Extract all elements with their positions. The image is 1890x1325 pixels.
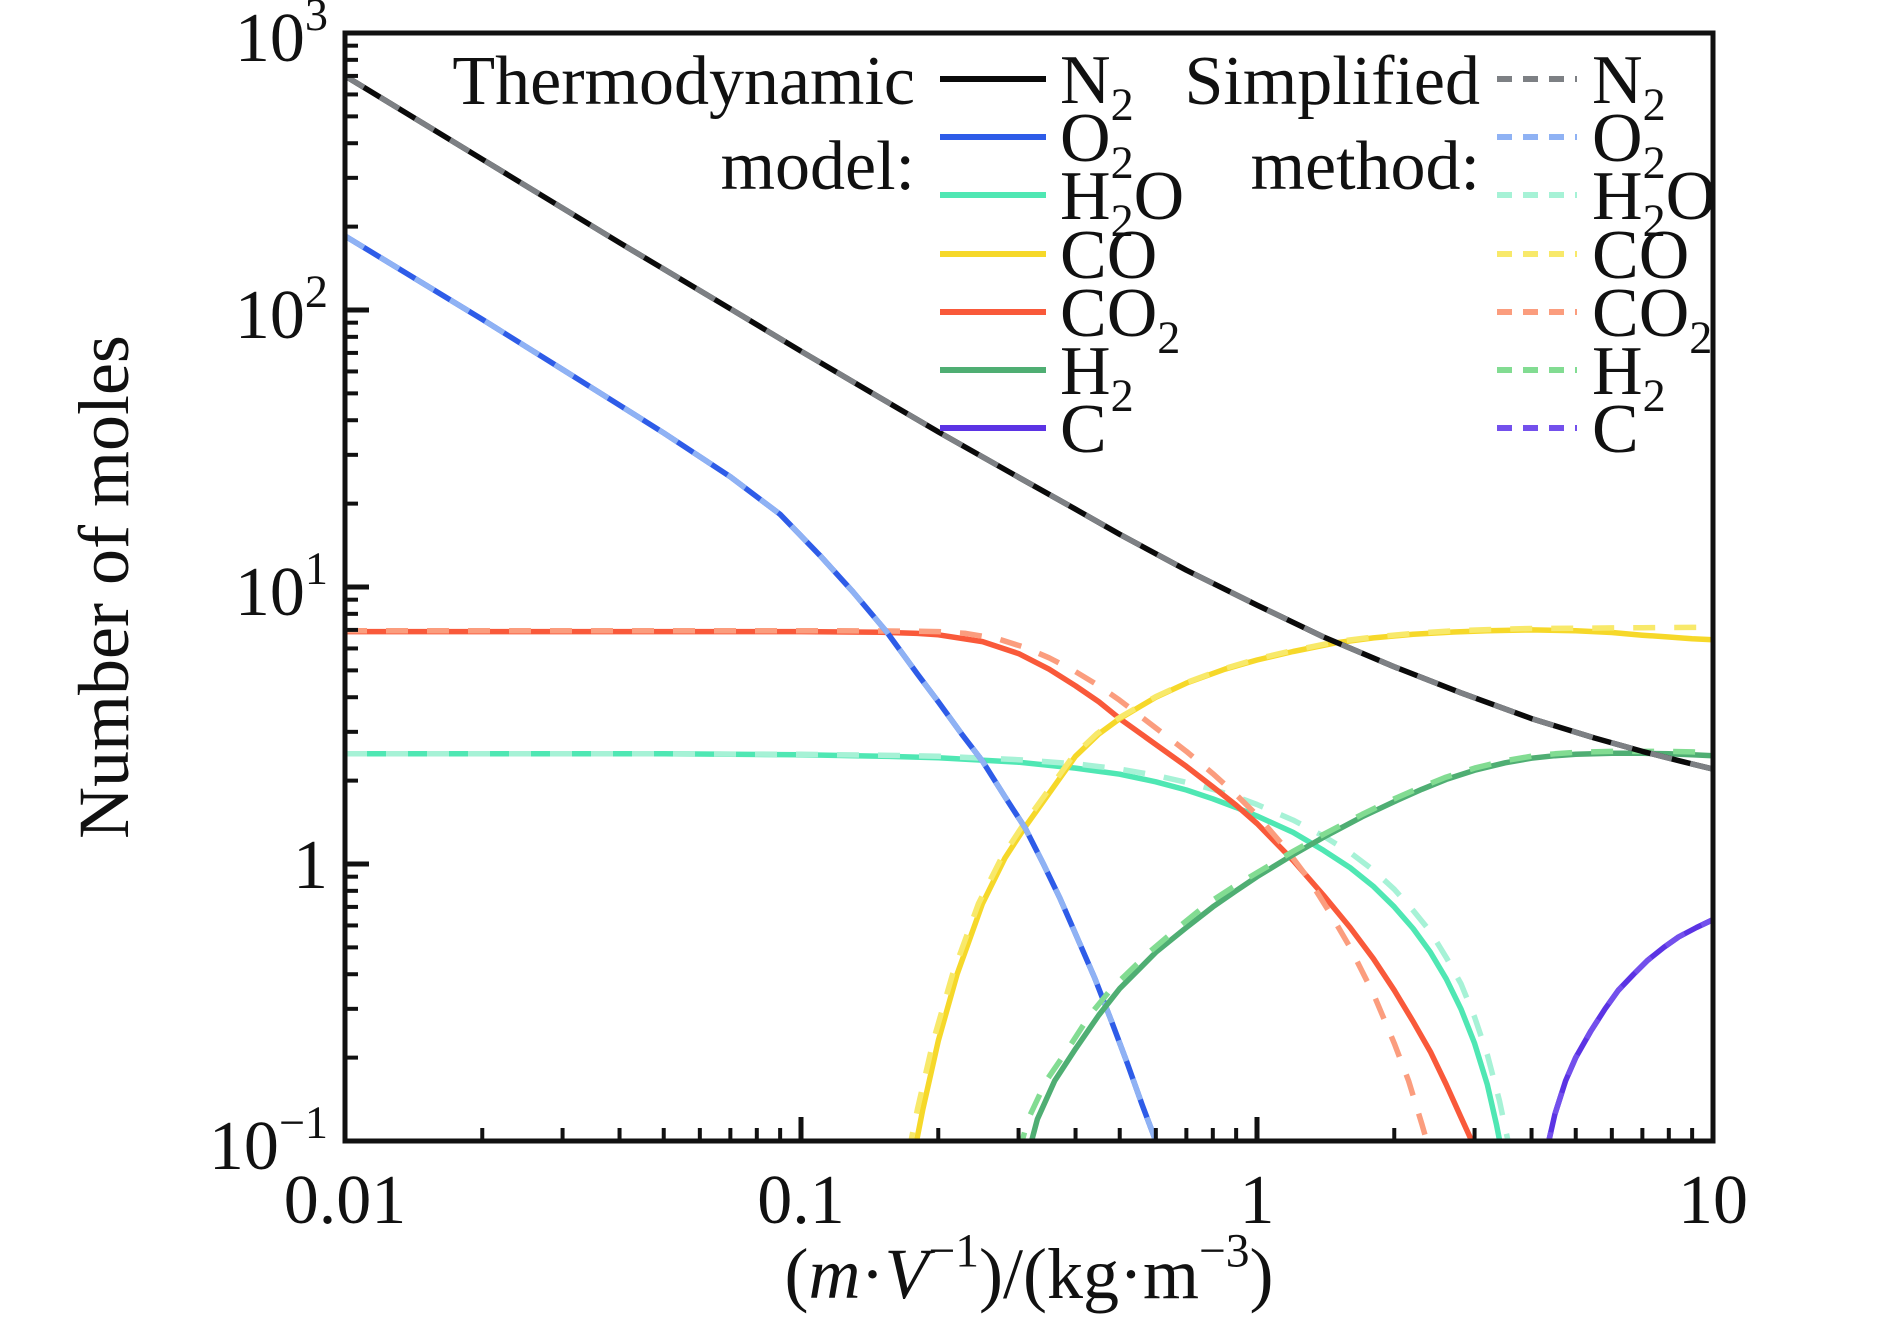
legend-label-C-dashed: C (1592, 391, 1639, 468)
curve-CO-dashed (907, 624, 1713, 1143)
legend: Thermodynamicmodel:N2O2H2OCOCO2H2CSimpli… (452, 42, 1716, 468)
legend-title-thermodynamic-line1: Thermodynamic (452, 43, 915, 120)
y-axis-label: Number of moles (64, 335, 144, 839)
y-tick-label: 1 (293, 827, 328, 904)
legend-label-CO-dashed: CO (1592, 217, 1689, 294)
curve-H2O-solid (345, 751, 1503, 1143)
x-tick-label-1: 1 (1240, 1162, 1275, 1239)
axis-ticks (342, 30, 1716, 1144)
legend-title-simplified-line1: Simplified (1184, 43, 1480, 120)
y-tick-label: 101 (235, 543, 328, 631)
curve-N2-dashed (343, 73, 1714, 772)
curve-H2O-dashed (345, 751, 1512, 1143)
legend-label-CO2-solid: CO2 (1060, 275, 1180, 363)
y-tick-labels: 103 102 101 1 10−1 (209, 0, 328, 1185)
legend-label-H2O-dashed: H2O (1592, 158, 1716, 246)
curve-O2-solid (343, 233, 1160, 1143)
legend-label-H2O-solid: H2O (1060, 158, 1184, 246)
legend-title-thermodynamic-line2: model: (721, 128, 915, 205)
legend-title-simplified-line2: method: (1251, 128, 1480, 205)
legend-label-N2-solid: N2 (1060, 42, 1134, 130)
y-tick-label: 102 (235, 266, 328, 354)
x-tick-label-10: 10 (1678, 1162, 1748, 1239)
curve-CO2-solid (345, 628, 1476, 1143)
curves (343, 73, 1715, 1143)
curve-H2-dashed (1018, 748, 1714, 1143)
x-tick-label-0.1: 0.1 (757, 1162, 845, 1239)
legend-label-C-solid: C (1060, 391, 1107, 468)
x-tick-label-0.01: 0.01 (284, 1162, 407, 1239)
legend-label-O2-dashed: O2 (1592, 100, 1666, 188)
legend-label-H2-solid: H2 (1060, 333, 1134, 421)
curve-CO2-dashed (345, 628, 1431, 1143)
y-tick-label: 10−1 (209, 1097, 328, 1185)
y-tick-label: 103 (235, 0, 328, 77)
legend-label-N2-dashed: N2 (1592, 42, 1666, 130)
legend-label-O2-solid: O2 (1060, 100, 1134, 188)
legend-label-CO2-dashed: CO2 (1592, 275, 1712, 363)
x-tick-labels: 0.01 0.1 1 10 (284, 1162, 1748, 1239)
legend-label-CO-solid: CO (1060, 217, 1157, 294)
curve-C-dashed (1545, 917, 1715, 1143)
x-axis-label: (m·V−1)/(kg·m−3) (785, 1225, 1274, 1314)
legend-label-H2-dashed: H2 (1592, 333, 1666, 421)
